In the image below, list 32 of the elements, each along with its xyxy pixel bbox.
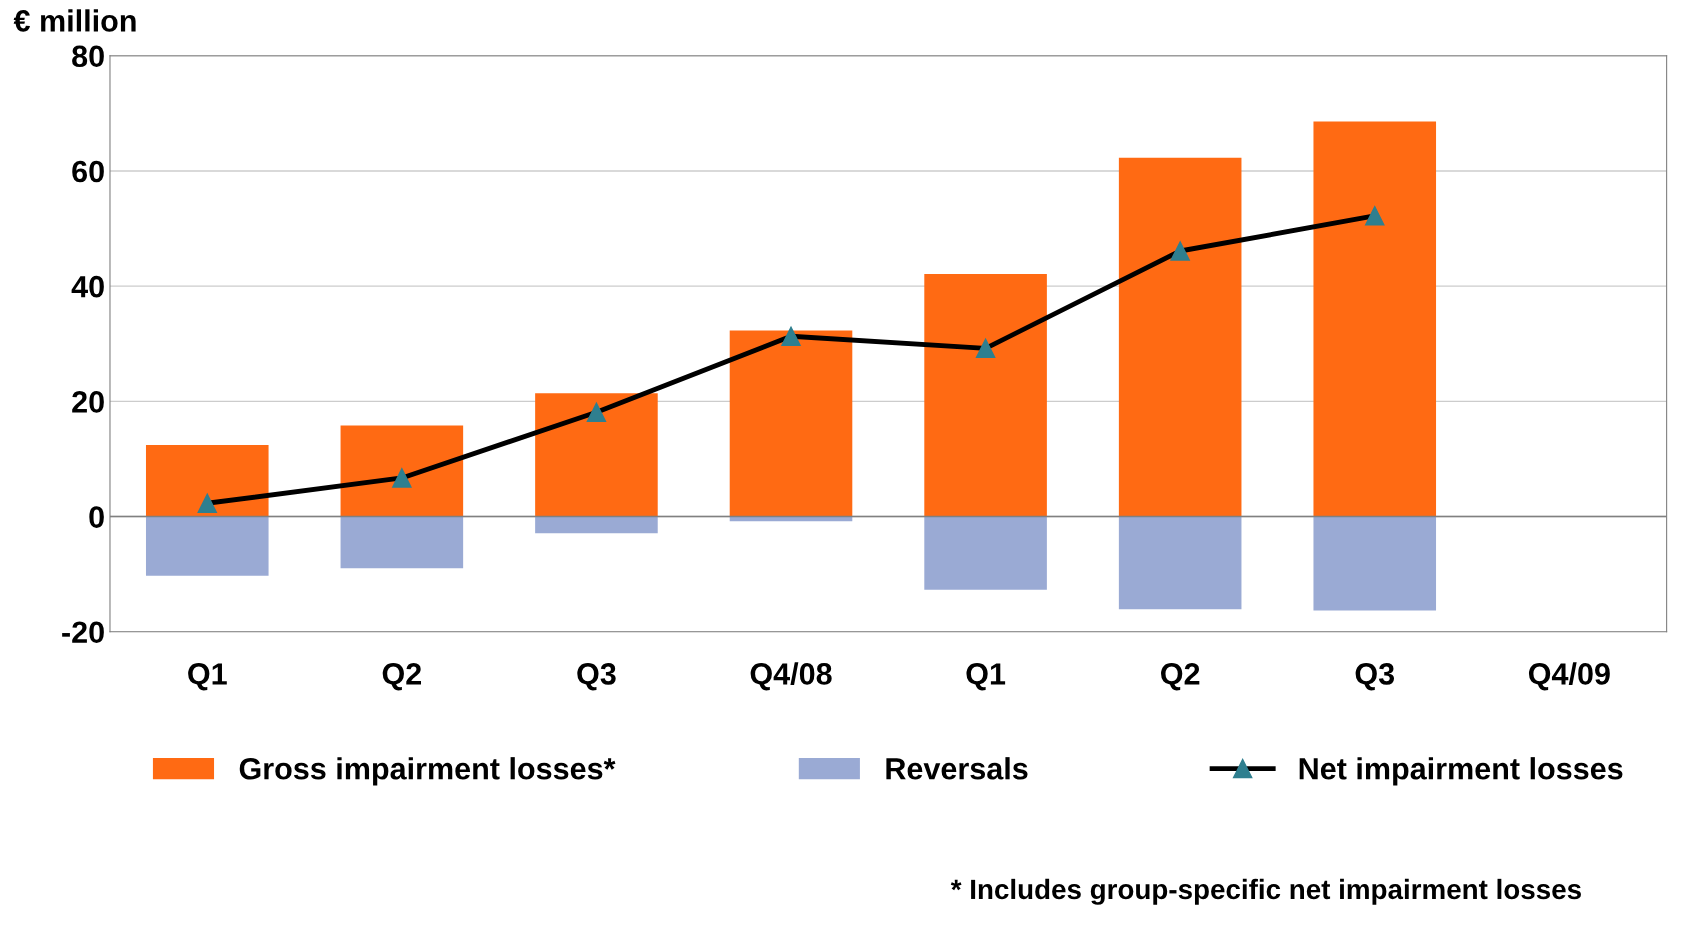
bar bbox=[1118, 157, 1242, 517]
x-tick-label: Q2 bbox=[1161, 663, 1200, 691]
y-tick-label: 20 bbox=[72, 391, 104, 413]
x-tick-label: Q1 bbox=[188, 663, 227, 691]
y-tick-label: 40 bbox=[71, 275, 104, 298]
legend-label: Net impairment losses bbox=[1299, 757, 1623, 786]
bar bbox=[924, 516, 1047, 590]
bar bbox=[1313, 121, 1437, 517]
bar bbox=[729, 330, 853, 517]
y-tick-label: 0 bbox=[89, 506, 104, 528]
x-tick-label: Q3 bbox=[577, 663, 616, 691]
legend-label: Reversals bbox=[886, 757, 1028, 780]
bar bbox=[535, 393, 658, 517]
y-axis-title: € million bbox=[13, 9, 136, 32]
x-tick-label: Q1 bbox=[966, 663, 1006, 691]
x-tick-label: Q3 bbox=[1355, 663, 1395, 691]
bar bbox=[145, 445, 269, 517]
bar bbox=[1118, 516, 1242, 610]
y-tick-label: 80 bbox=[72, 45, 104, 68]
y-tick-label: 60 bbox=[72, 160, 104, 183]
bar bbox=[145, 516, 269, 576]
x-tick-label: Q4/08 bbox=[750, 662, 832, 691]
bar bbox=[924, 274, 1047, 517]
x-tick-label: Q2 bbox=[382, 663, 422, 691]
y-tick-label: -20 bbox=[62, 621, 104, 644]
legend-label: Gross impairment losses* bbox=[239, 757, 616, 786]
text: * Includes group-specific net impairment losses bbox=[950, 878, 1581, 905]
x-tick-label: Q4/09 bbox=[1528, 662, 1610, 691]
bar bbox=[340, 516, 464, 569]
bar bbox=[340, 425, 464, 517]
bar bbox=[1313, 516, 1437, 611]
bar bbox=[535, 516, 658, 534]
